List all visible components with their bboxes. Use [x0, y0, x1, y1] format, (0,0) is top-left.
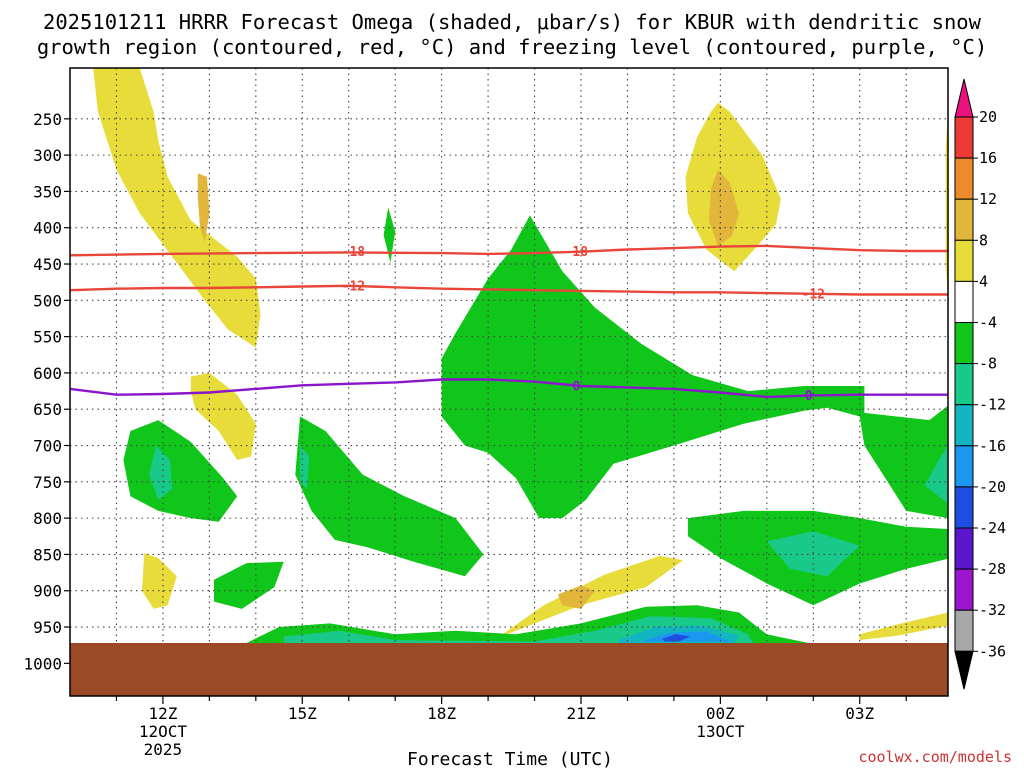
colorbar-swatch-13 [954, 609, 974, 652]
contour-label-dgz-minus18-1: -18 [565, 245, 589, 260]
y-tick-label-350: 350 [33, 182, 62, 201]
colorbar-swatch-2 [954, 157, 974, 200]
ground-terrain [70, 643, 948, 696]
omega-region-sink-left-lower [123, 420, 238, 522]
omega-region-rise-plume-left [93, 68, 261, 348]
omega-region-sink-core-edge [924, 445, 948, 504]
y-tick-label-650: 650 [33, 400, 62, 419]
y-axis: 250 300 350 400 450 500 550 600 650 700 750 800 850 9… [23, 110, 70, 673]
colorbar-label-8: 8 [979, 231, 988, 249]
omega-region-rise-blob-small [142, 553, 177, 609]
colorbar-swatch-3 [954, 198, 974, 241]
colorbar-swatch-12 [954, 568, 974, 611]
colorbar-swatch-7 [954, 363, 974, 406]
colorbar-label--36: -36 [979, 642, 1006, 660]
omega-region-sink-blob-lowleft [214, 561, 284, 609]
omega-region-sink-core-lowright [766, 531, 860, 577]
colorbar-label-4: 4 [979, 272, 988, 290]
x-tick-label-21Z: 21Z [567, 704, 596, 723]
colorbar-top-arrow [954, 78, 974, 118]
y-tick-label-950: 950 [33, 618, 62, 637]
x-tick-year-2025: 2025 [144, 740, 183, 759]
colorbar-label-16: 16 [979, 149, 997, 167]
x-tick-label-18Z: 18Z [427, 704, 456, 723]
colorbar-bottom-arrow [954, 650, 974, 690]
y-tick-label-900: 900 [33, 582, 62, 601]
colorbar-label--28: -28 [979, 560, 1006, 578]
contour-label-dgz-minus18-0: -18 [342, 245, 366, 260]
colorbar-swatch-5 [954, 280, 974, 323]
x-tick-label-00Z: 00Z [706, 704, 735, 723]
x-tick-label-15Z: 15Z [288, 704, 317, 723]
omega-region-rise-core-low [557, 585, 595, 609]
colorbar-label-12: 12 [979, 190, 997, 208]
colorbar-swatch-1 [954, 116, 974, 159]
contour-label-dgz-minus12-1: -12 [802, 287, 825, 302]
colorbar-label--20: -20 [979, 478, 1006, 496]
colorbar-label--8: -8 [979, 355, 997, 373]
colorbar-label--16: -16 [979, 437, 1006, 455]
colorbar-swatch-9 [954, 445, 974, 488]
y-tick-label-500: 500 [33, 291, 62, 310]
y-tick-label-550: 550 [33, 328, 62, 347]
y-tick-label-450: 450 [33, 255, 62, 274]
contour-dgz-minus18 [69, 244, 948, 257]
x-tick-date-13OCT: 13OCT [696, 722, 745, 741]
y-tick-label-1000: 1000 [23, 654, 62, 673]
plot-frame [69, 67, 949, 697]
colorbar-label--24: -24 [979, 519, 1006, 537]
grid-lines [70, 68, 948, 644]
omega-region-rise-core-right [708, 169, 739, 246]
omega-region-rise-core-left [197, 173, 210, 243]
contour-freezing-level [69, 378, 948, 399]
y-tick-label-700: 700 [33, 437, 62, 456]
colorbar-swatch-4 [954, 239, 974, 282]
colorbar-label--32: -32 [979, 601, 1006, 619]
x-tick-label-03Z: 03Z [845, 704, 874, 723]
colorbar-label-20: 20 [979, 108, 997, 126]
colorbar-swatch-11 [954, 527, 974, 570]
omega-region-sink-core-left [149, 445, 173, 500]
x-tick-date-12OCT: 12OCT [139, 722, 188, 741]
omega-region-rise-blob-mid [190, 372, 256, 460]
y-tick-label-800: 800 [33, 509, 62, 528]
y-tick-label-300: 300 [33, 146, 62, 165]
omega-region-sink-mid-lower [295, 416, 484, 577]
colorbar-swatch-10 [954, 486, 974, 529]
colorbar-label--12: -12 [979, 396, 1006, 414]
colorbar: 20 16 12 8 4 -4 -8 -12 -16 -20 -24 -28 -32 -36 [954, 78, 1006, 690]
temperature-contours: -18 -18 -12 -12 0 0 [69, 244, 948, 404]
colorbar-label--4: -4 [979, 314, 997, 332]
y-tick-label-750: 750 [33, 473, 62, 492]
y-tick-label-400: 400 [33, 219, 62, 238]
y-tick-label-850: 850 [33, 545, 62, 564]
omega-region-sink-core-mid [300, 445, 310, 490]
omega-region-sink-surface-max [662, 634, 691, 642]
colorbar-swatch-8 [954, 404, 974, 447]
y-tick-label-600: 600 [33, 364, 62, 383]
omega-shaded-fields [93, 68, 948, 643]
chart-title-line2: growth region (contoured, red, °C) and f… [37, 35, 987, 59]
y-tick-label-250: 250 [33, 110, 62, 129]
x-tick-label-12Z: 12Z [148, 704, 177, 723]
credit-text: coolwx.com/models [858, 748, 1012, 766]
omega-region-sink-spike [383, 207, 396, 263]
omega-region-rise-band-low [497, 555, 684, 638]
contour-label-freezing-level-1: 0 [805, 389, 813, 404]
x-axis-title: Forecast Time (UTC) [407, 749, 613, 768]
contour-label-freezing-level-0: 0 [572, 379, 580, 394]
colorbar-swatch-6 [954, 322, 974, 365]
contour-label-dgz-minus12-0: -12 [342, 279, 365, 294]
chart-title-line1: 2025101211 HRRR Forecast Omega (shaded, … [43, 10, 982, 34]
omega-region-rise-plume-right [685, 102, 781, 272]
omega-region-rise-band-right [859, 612, 948, 641]
contour-dgz-minus12 [69, 284, 948, 296]
